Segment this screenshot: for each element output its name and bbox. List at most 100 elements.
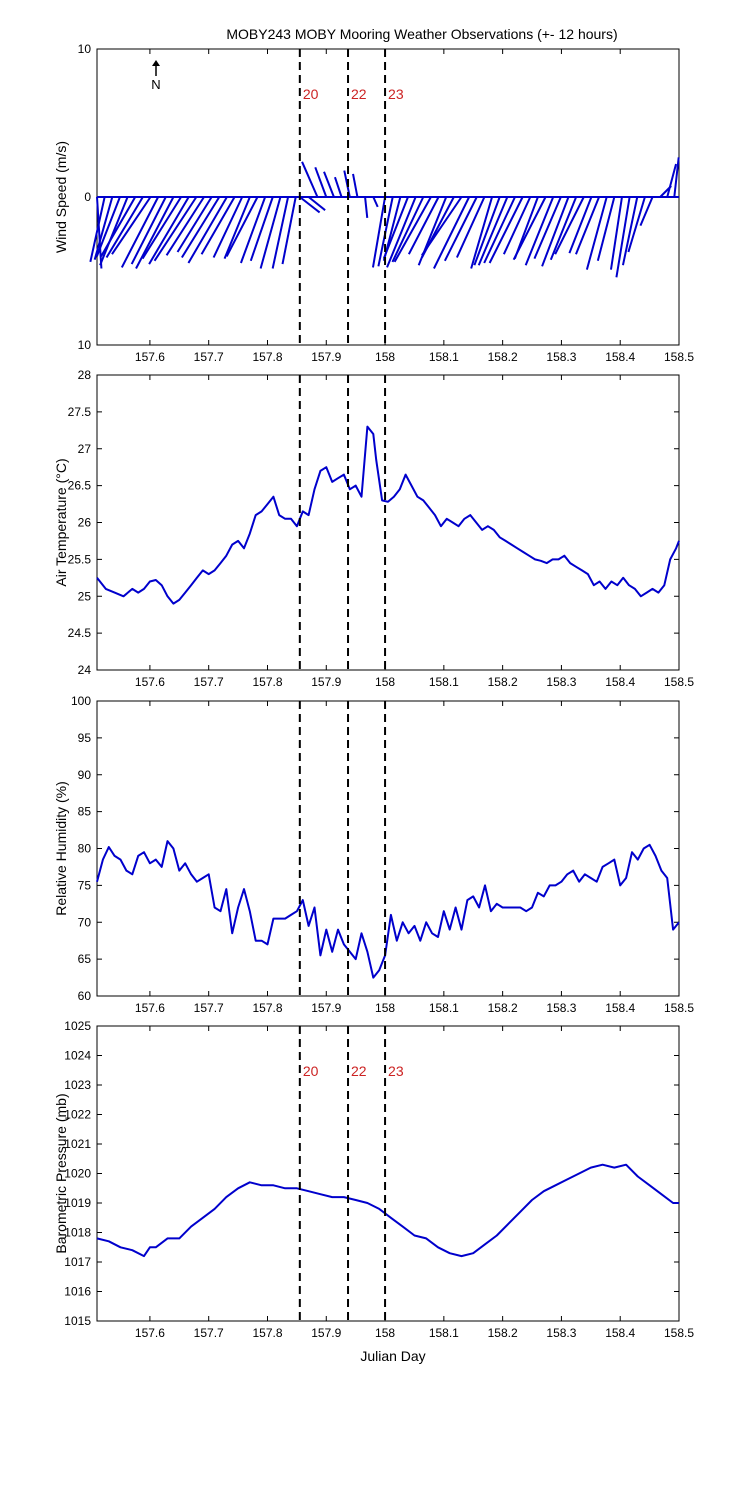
panels: 157.6 157.7 157.8 157.9 158 158.1 158.2 158.3 15… — [53, 42, 694, 1340]
wind-vector — [554, 196, 585, 255]
wind-vector — [165, 196, 205, 256]
wind-vector — [407, 196, 440, 255]
wind-vector — [477, 196, 509, 266]
x-tick-label: 158.4 — [605, 1001, 635, 1015]
y-tick-label: 10 — [78, 42, 92, 56]
y-tick-label: 90 — [78, 768, 92, 782]
x-tick-label: 158.2 — [488, 1326, 518, 1340]
x-tick-label: 158 — [375, 675, 395, 689]
y-tick-label: 25.5 — [68, 552, 92, 566]
x-tick-label: 158.1 — [429, 675, 459, 689]
wind-vector — [141, 196, 182, 260]
y-tick-label: 24 — [78, 663, 92, 677]
wind-vector — [301, 161, 319, 198]
wind-vector — [239, 196, 267, 264]
wind-vector — [470, 196, 494, 269]
y-tick-label: 95 — [78, 731, 92, 745]
x-tick-label: 158.3 — [546, 1326, 576, 1340]
wind-vector — [456, 196, 486, 258]
marker-label: 23 — [388, 86, 404, 102]
wind-vector — [105, 196, 144, 259]
y-tick-label: 1017 — [64, 1255, 91, 1269]
x-tick-label: 157.6 — [135, 675, 165, 689]
y-tick-label: 27.5 — [68, 405, 92, 419]
y-tick-label: 1023 — [64, 1078, 91, 1092]
series-line — [96, 840, 680, 979]
wind-vector — [281, 196, 297, 265]
wind-vector — [299, 196, 321, 214]
wind-vector — [443, 196, 478, 262]
series-line — [96, 425, 680, 605]
wind-vector — [249, 196, 274, 262]
x-tick-label: 158.2 — [488, 675, 518, 689]
x-tick-label: 157.6 — [135, 1326, 165, 1340]
y-tick-label: 1025 — [64, 1019, 91, 1033]
x-tick-label: 158.3 — [546, 350, 576, 364]
x-tick-label: 157.7 — [194, 350, 224, 364]
wind-vector — [100, 196, 137, 257]
y-tick-label: 1018 — [64, 1226, 91, 1240]
wind-vector — [352, 173, 359, 198]
marker-label: 23 — [388, 1063, 404, 1079]
wind-vector — [89, 196, 106, 263]
plot-frame — [96, 374, 680, 671]
wind-vector — [96, 196, 103, 269]
wind-vector — [212, 196, 244, 258]
y-tick-label: 10 — [78, 338, 92, 352]
wind-vector — [314, 166, 328, 198]
x-tick-label: 157.7 — [194, 675, 224, 689]
x-tick-label: 158.4 — [605, 350, 635, 364]
x-tick-label: 158.2 — [488, 350, 518, 364]
wind-vector — [271, 196, 290, 269]
wind-vector — [308, 196, 326, 211]
wind-vector — [99, 196, 129, 266]
y-tick-label: 65 — [78, 952, 92, 966]
y-tick-label: 0 — [84, 190, 91, 204]
wind-vector — [223, 196, 251, 259]
wind-vector — [609, 196, 623, 270]
y-tick-label: 100 — [71, 694, 91, 708]
x-tick-label: 157.7 — [194, 1001, 224, 1015]
y-tick-label: 1016 — [64, 1285, 91, 1299]
y-tick-label: 1019 — [64, 1196, 91, 1210]
series-line — [96, 1163, 679, 1258]
x-tick-label: 157.8 — [252, 350, 282, 364]
wind-vector — [488, 196, 524, 264]
x-tick-label: 158.5 — [664, 1326, 694, 1340]
wind-vector — [549, 196, 578, 261]
wind-vector — [111, 196, 152, 255]
wind-vector — [585, 196, 608, 270]
x-tick-label: 158.1 — [429, 1001, 459, 1015]
x-tick-label: 158.1 — [429, 1326, 459, 1340]
x-tick-label: 158.2 — [488, 1001, 518, 1015]
wind-vector — [176, 196, 213, 253]
wind-vector — [502, 196, 532, 255]
wind-vector — [323, 171, 335, 198]
x-tick-label: 157.9 — [311, 1001, 341, 1015]
wind-vector — [259, 196, 282, 269]
wind-vector — [372, 196, 379, 208]
y-axis-label: Wind Speed (m/s) — [53, 141, 69, 253]
wind-vector — [666, 163, 678, 198]
wind-vector — [421, 196, 463, 256]
wind-vector — [639, 196, 654, 226]
y-tick-label: 1024 — [64, 1049, 91, 1063]
x-tick-label: 157.9 — [311, 1326, 341, 1340]
wind-vector — [391, 196, 425, 263]
wind-vector — [627, 196, 646, 253]
wind-vector — [524, 196, 555, 266]
x-tick-label: 157.6 — [135, 350, 165, 364]
x-tick-label: 158.1 — [429, 350, 459, 364]
x-tick-label: 158.5 — [664, 1001, 694, 1015]
x-tick-label: 157.8 — [252, 675, 282, 689]
y-tick-label: 70 — [78, 915, 92, 929]
y-tick-label: 25 — [78, 589, 92, 603]
wind-vector — [512, 196, 547, 261]
wind-vector — [95, 196, 121, 257]
plot-frame — [96, 700, 680, 997]
wind-vector — [200, 196, 236, 255]
north-label: N — [151, 77, 160, 92]
marker-label: 20 — [303, 1063, 319, 1079]
x-axis-label: Julian Day — [360, 1348, 425, 1364]
